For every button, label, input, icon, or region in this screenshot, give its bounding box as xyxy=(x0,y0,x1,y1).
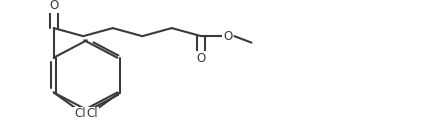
Text: O: O xyxy=(49,0,58,12)
Text: Cl: Cl xyxy=(87,107,99,120)
Text: Cl: Cl xyxy=(74,107,86,120)
Text: O: O xyxy=(223,30,233,43)
Text: O: O xyxy=(197,52,206,65)
